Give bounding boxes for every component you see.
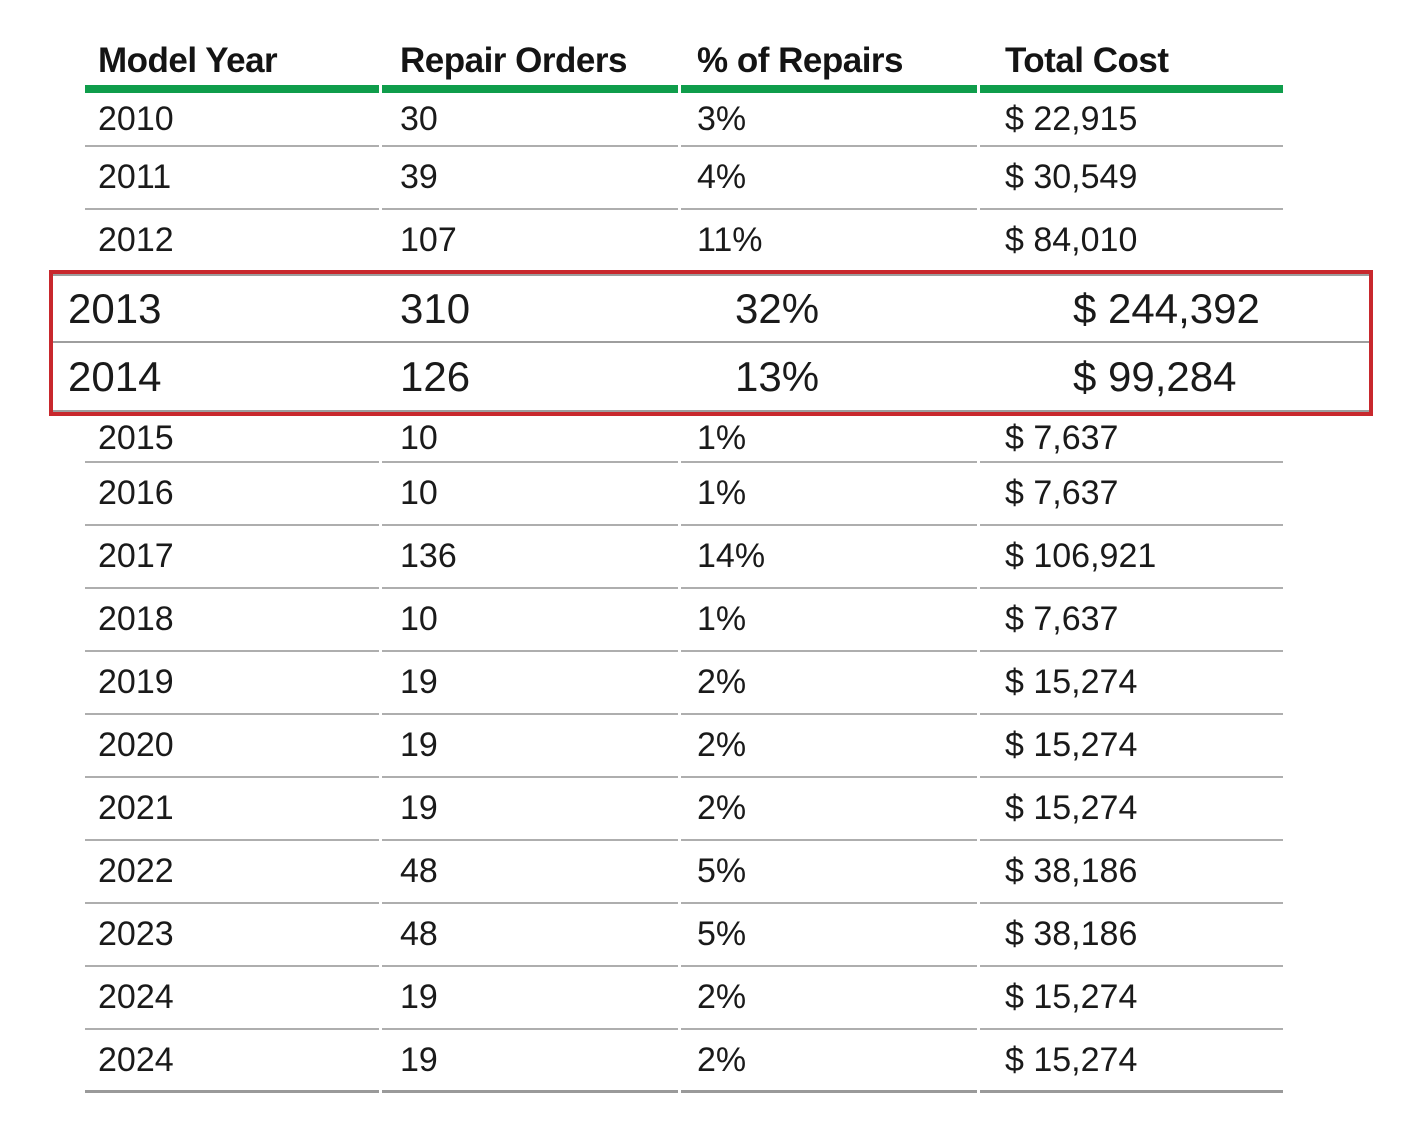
cell-model-year: 2012 — [98, 220, 174, 259]
table-row-2017: 2017 136 14% $ 106,921 — [85, 526, 1283, 589]
cell-model-year: 2014 — [68, 352, 162, 400]
cell-total-cost: $ 38,186 — [980, 904, 1283, 967]
cell-total-cost: $ 7,637 — [980, 463, 1283, 526]
cell-total-cost: $ 7,637 — [980, 589, 1283, 652]
table-body: 2010 30 3% $ 22,915 2011 39 4% $ 30,549 2012 107 1… — [49, 93, 1373, 1093]
table-row-2023: 2023 48 5% $ 38,186 — [85, 904, 1283, 967]
cell-model-year: 2010 — [85, 93, 379, 147]
cell-pct-of-repairs: 2% — [681, 1030, 977, 1093]
header-cell-model-year: Model Year — [85, 30, 379, 93]
cell-total-cost: $ 7,637 — [980, 416, 1283, 463]
cell-model-year: 2018 — [85, 589, 379, 652]
cell-pct-of-repairs: 1% — [681, 589, 977, 652]
cell-repair-orders: 126 — [400, 352, 471, 400]
table-row-2018: 2018 10 1% $ 7,637 — [85, 589, 1283, 652]
cell-pct-of-repairs: 32% — [735, 284, 820, 332]
table-row-2019: 2019 19 2% $ 15,274 — [85, 652, 1283, 715]
cell-repair-orders: 10 — [382, 463, 678, 526]
table-row-2020: 2020 19 2% $ 15,274 — [85, 715, 1283, 778]
cell-total-cost: $ 99,284 — [1073, 352, 1237, 400]
cell-total-cost: $ 15,274 — [980, 778, 1283, 841]
header-cell-pct-of-repairs: % of Repairs — [681, 30, 977, 93]
cell-pct-of-repairs: 2% — [681, 715, 977, 778]
cell-repair-orders: 136 — [382, 526, 678, 589]
cell-model-year: 2019 — [85, 652, 379, 715]
cell-repair-orders: 19 — [382, 967, 678, 1030]
cell-repair-orders: 39 — [382, 147, 678, 210]
cell-repair-orders: 19 — [382, 1030, 678, 1093]
cell-repair-orders: 10 — [382, 589, 678, 652]
cell-model-year: 2023 — [85, 904, 379, 967]
cell-model-year: 2021 — [85, 778, 379, 841]
header-cell-total-cost: Total Cost — [980, 30, 1283, 93]
table-row-2014-highlighted: 2014 126 13% $ 99,284 — [53, 343, 1369, 412]
cell-total-cost: $ 15,274 — [980, 967, 1283, 1030]
cell-model-year: 2022 — [85, 841, 379, 904]
cell-repair-orders: 10 — [382, 416, 678, 463]
table-row-2022: 2022 48 5% $ 38,186 — [85, 841, 1283, 904]
cell-total-cost: $ 38,186 — [980, 841, 1283, 904]
cell-pct-of-repairs: 2% — [681, 652, 977, 715]
cell-total-cost: $ 15,274 — [980, 652, 1283, 715]
cell-total-cost: $ 30,549 — [980, 147, 1283, 210]
cell-repair-orders: 48 — [382, 841, 678, 904]
table-header: Model Year Repair Orders% of Repairs Total… — [85, 30, 1283, 93]
cell-pct-of-repairs: 11% — [697, 220, 763, 259]
cell-model-year: 2017 — [85, 526, 379, 589]
cell-repair-orders: 48 — [382, 904, 678, 967]
table-row-2021: 2021 19 2% $ 15,274 — [85, 778, 1283, 841]
cell-repair-orders: 19 — [382, 652, 678, 715]
cell-pct-of-repairs: 4% — [681, 147, 977, 210]
cell-pct-of-repairs: 3% — [681, 93, 977, 147]
table-row-2024: 2024 19 2% $ 15,274 — [85, 1030, 1283, 1093]
cell-model-year: 2015 — [85, 416, 379, 463]
cell-model-year: 2013 — [68, 284, 162, 332]
cell-pct-of-repairs: 5% — [681, 904, 977, 967]
cell-pct-of-repairs: 14% — [681, 526, 977, 589]
cell-pct-of-repairs: 5% — [681, 841, 977, 904]
cell-total-cost: $ 84,010 — [1005, 220, 1138, 259]
cell-pct-of-repairs: 2% — [681, 967, 977, 1030]
cell-model-year: 2016 — [85, 463, 379, 526]
table-row-2024: 2024 19 2% $ 15,274 — [85, 967, 1283, 1030]
cell-pct-of-repairs: 2% — [681, 778, 977, 841]
cell-repair-orders: 19 — [382, 715, 678, 778]
cell-total-cost: $ 15,274 — [980, 1030, 1283, 1093]
table-row-2012: 2012 107 11% $ 84,010 — [85, 210, 1283, 270]
cell-total-cost: $ 244,392 — [1073, 284, 1260, 332]
cell-repair-orders: 310 — [400, 284, 471, 332]
cell-model-year: 2020 — [85, 715, 379, 778]
cell-total-cost: $ 15,274 — [980, 715, 1283, 778]
cell-repair-orders: 30 — [382, 93, 678, 147]
cell-model-year: 2011 — [85, 147, 379, 210]
cell-total-cost: $ 106,921 — [980, 526, 1283, 589]
header-cell-repair-orders: Repair Orders — [382, 30, 678, 93]
cell-repair-orders: 107 — [400, 220, 457, 259]
highlight-box: 2013 310 32% $ 244,392 2014 126 13% $ 99,284 — [49, 270, 1373, 416]
table-row-2011: 2011 39 4% $ 30,549 — [85, 147, 1283, 210]
cell-model-year: 2024 — [85, 967, 379, 1030]
cell-pct-of-repairs: 1% — [681, 416, 977, 463]
model-year-repair-table: Model Year Repair Orders% of Repairs Total… — [49, 30, 1373, 1093]
cell-model-year: 2024 — [85, 1030, 379, 1093]
cell-repair-orders: 19 — [382, 778, 678, 841]
table-row-2010: 2010 30 3% $ 22,915 — [85, 93, 1283, 147]
cell-total-cost: $ 22,915 — [980, 93, 1283, 147]
cell-pct-of-repairs: 13% — [735, 352, 820, 400]
table-row-2013-highlighted: 2013 310 32% $ 244,392 — [53, 274, 1369, 343]
table-row-2016: 2016 10 1% $ 7,637 — [85, 463, 1283, 526]
cell-pct-of-repairs: 1% — [681, 463, 977, 526]
table-row-2015: 2015 10 1% $ 7,637 — [85, 416, 1283, 463]
